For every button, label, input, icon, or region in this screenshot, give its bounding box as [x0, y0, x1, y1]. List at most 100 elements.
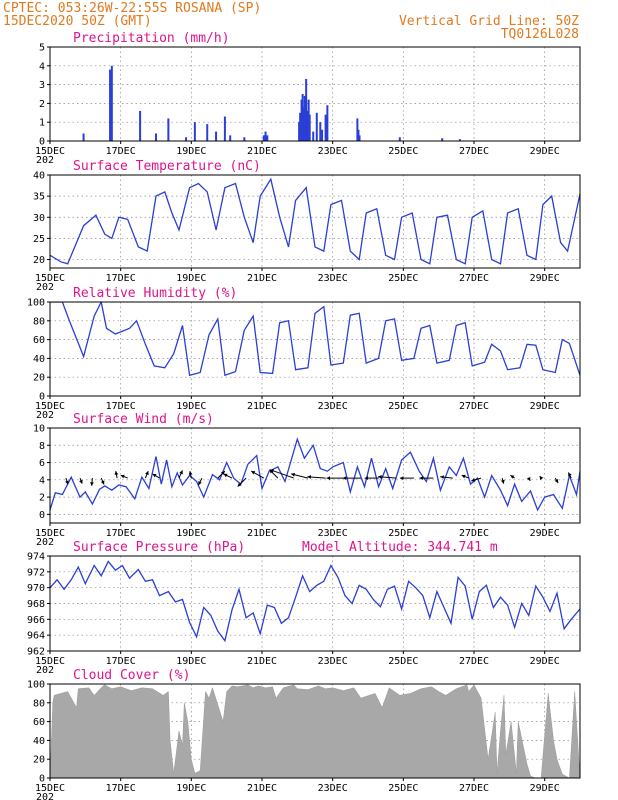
precip-ytick-label: 5: [39, 43, 45, 54]
wind-vector: [178, 470, 183, 479]
precip-ytick-label: 1: [39, 118, 45, 129]
rh-year-label: 202: [36, 410, 54, 421]
precip-bar: [357, 129, 360, 141]
wind-vector: [197, 477, 203, 486]
wind-xtick-label: 23DEC: [318, 528, 348, 539]
wind-vector: [364, 476, 379, 480]
cloud-ytick-label: 60: [33, 717, 45, 728]
wind-vector-head: [510, 475, 515, 479]
wind-frame: [49, 427, 581, 524]
precip-bar: [398, 137, 401, 141]
pres-xtick-label: 15DEC: [35, 656, 65, 667]
precip-bar: [301, 94, 304, 141]
temp-ytick-label: 30: [33, 213, 45, 224]
wind-vector: [114, 470, 119, 479]
precip-bar: [299, 112, 302, 141]
precip-bar: [441, 138, 444, 141]
precip-bar: [167, 118, 170, 141]
wind-vector: [79, 477, 83, 484]
temp-xtick-label: 27DEC: [459, 273, 489, 284]
precip-xtick-label: 15DEC: [35, 146, 65, 157]
pres-ytick-label: 966: [27, 615, 45, 626]
cloud-ytick-label: 100: [27, 680, 45, 691]
wind-vector-head: [471, 478, 476, 482]
temp-ytick-label: 25: [33, 234, 45, 245]
wind-vector: [269, 469, 294, 479]
rh-xtick-label: 17DEC: [106, 401, 136, 412]
precip-bar: [319, 122, 322, 141]
temp-xtick-label: 19DEC: [176, 273, 206, 284]
precip-bar: [223, 116, 226, 141]
wind-vector-head: [568, 472, 572, 477]
pres-ytick-label: 972: [27, 567, 45, 578]
temp-xtick-label: 29DEC: [530, 273, 560, 284]
wind-vector-head: [526, 476, 531, 481]
precip-xtick-label: 25DEC: [388, 146, 418, 157]
wind-vector: [307, 475, 326, 479]
wind-vector-head: [326, 476, 330, 480]
pres-xtick-label: 21DEC: [247, 656, 277, 667]
wind-vector: [526, 476, 531, 482]
wind-xtick-label: 21DEC: [247, 528, 277, 539]
header-run-time: 15DEC2020 50Z (GMT): [3, 14, 152, 29]
temp-frame: [49, 174, 581, 269]
cloud-title: Cloud Cover (%): [73, 668, 190, 683]
precip-ytick-label: 3: [39, 80, 45, 91]
cloud-panel: 0 20 40 60 80 100 15DEC 17DEC 19DEC 21DEC 23DEC 25D…: [27, 668, 581, 800]
wind-vector: [237, 477, 247, 487]
cloud-ytick-label: 0: [39, 774, 45, 785]
wind-vector-head: [120, 474, 125, 479]
wind-vector-head: [188, 471, 193, 475]
wind-vector: [471, 477, 482, 482]
rh-title: Relative Humidity (%): [73, 286, 237, 301]
pres-panel: 962 964 966 968 970 972 974 15DEC 17DEC 19DEC 21DE…: [27, 540, 581, 676]
cloud-xtick-label: 17DEC: [106, 783, 136, 794]
rh-xtick-label: 15DEC: [35, 401, 65, 412]
wind-vector: [567, 472, 572, 479]
rh-ytick-label: 80: [33, 316, 45, 327]
precip-xtick-label: 17DEC: [106, 146, 136, 157]
wind-vector: [510, 474, 515, 479]
wind-vector: [554, 477, 559, 484]
wind-vector: [539, 475, 544, 480]
rh-ytick-label: 20: [33, 373, 45, 384]
wind-vector-head: [440, 475, 444, 479]
temp-data: [50, 177, 580, 265]
cloud-area: [50, 684, 580, 778]
temp-title: Surface Temperature (nC): [73, 159, 261, 174]
precip-xtick-label: 23DEC: [318, 146, 348, 157]
temp-xtick-label: 17DEC: [106, 273, 136, 284]
cloud-frame: [49, 683, 581, 779]
wind-xtick-label: 17DEC: [106, 528, 136, 539]
temp-ytick-label: 35: [33, 192, 45, 203]
pres-xtick-label: 19DEC: [176, 656, 206, 667]
rh-xtick-label: 25DEC: [388, 401, 418, 412]
wind-vector: [440, 475, 453, 479]
wind-panel: 0 2 4 6 8 10 15DEC 17DEC 19DEC 21DEC 23DEC 25DEC 27D…: [33, 412, 581, 548]
precip-bar: [324, 114, 327, 141]
temp-panel: 20 25 30 35 40 15DEC 17DEC 19DEC 21DEC 23DEC 25DEC…: [33, 159, 581, 293]
wind-year-label: 202: [36, 537, 54, 548]
precip-bar: [264, 131, 267, 141]
wind-vector-head: [554, 479, 559, 483]
wind-vector-shaft: [269, 469, 294, 479]
wind-vector-head: [152, 473, 157, 478]
cloud-xtick-label: 29DEC: [530, 783, 560, 794]
pres-ytick-label: 970: [27, 583, 45, 594]
rh-ytick-label: 0: [39, 392, 45, 403]
cloud-xtick-label: 15DEC: [35, 783, 65, 794]
pres-title: Surface Pressure (hPa): [73, 540, 245, 555]
wind-vector: [378, 475, 397, 479]
temp-ytick-label: 40: [33, 171, 45, 182]
wind-vector-head: [291, 472, 295, 477]
precip-ytick-label: 2: [39, 99, 45, 110]
precip-bar: [266, 135, 269, 141]
wind-vector: [250, 470, 265, 479]
precip-bar: [303, 95, 306, 141]
rh-ytick-label: 100: [27, 298, 45, 309]
wind-vector-head: [198, 481, 202, 486]
wind-vector-head: [270, 469, 274, 473]
precip-bar: [155, 133, 157, 141]
precip-bar: [321, 129, 324, 141]
pres-xtick-label: 23DEC: [318, 656, 348, 667]
